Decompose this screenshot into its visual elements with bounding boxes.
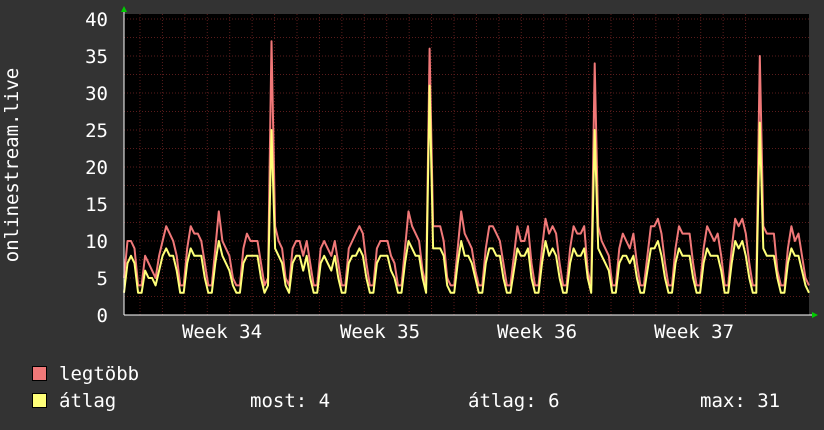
series-group [123, 40, 810, 294]
x-axis-arrow [812, 312, 818, 318]
stat-avg: átlag: 6 [468, 390, 560, 412]
y-tick-label: 5 [97, 268, 108, 290]
legend-item-avg: átlag [32, 390, 116, 412]
legend-label-max: legtöbb [59, 363, 140, 385]
x-tick-label: Week 36 [497, 321, 577, 343]
series-line-avg [123, 84, 810, 294]
legend-swatch-max [32, 366, 47, 381]
y-tick-label: 30 [85, 83, 108, 105]
y-tick-label: 15 [85, 194, 108, 216]
y-tick-label: 25 [85, 120, 108, 142]
y-tick-label: 20 [85, 157, 108, 179]
legend-label-avg: átlag [59, 390, 117, 412]
y-tick-label: 35 [85, 46, 108, 68]
grid [124, 14, 809, 316]
legend-item-max: legtöbb [32, 363, 139, 385]
plot-area [124, 14, 809, 315]
legend-swatch-avg [32, 393, 47, 408]
y-tick-label: 10 [85, 231, 108, 253]
y-axis-arrow [121, 6, 127, 12]
y-axis-ticks: 0 5 10 15 20 25 30 35 40 [85, 9, 108, 327]
y-tick-label: 0 [97, 305, 108, 327]
stat-max: max: 31 [700, 390, 781, 412]
y-axis-label: onlinestream.live [1, 68, 23, 262]
x-axis-ticks: Week 34 Week 35 Week 36 Week 37 [182, 321, 734, 343]
x-tick-label: Week 34 [182, 321, 262, 343]
x-tick-label: Week 37 [654, 321, 734, 343]
stat-now: most: 4 [250, 390, 331, 412]
series-line-max [123, 40, 810, 287]
y-tick-label: 40 [85, 9, 108, 31]
x-tick-label: Week 35 [340, 321, 420, 343]
